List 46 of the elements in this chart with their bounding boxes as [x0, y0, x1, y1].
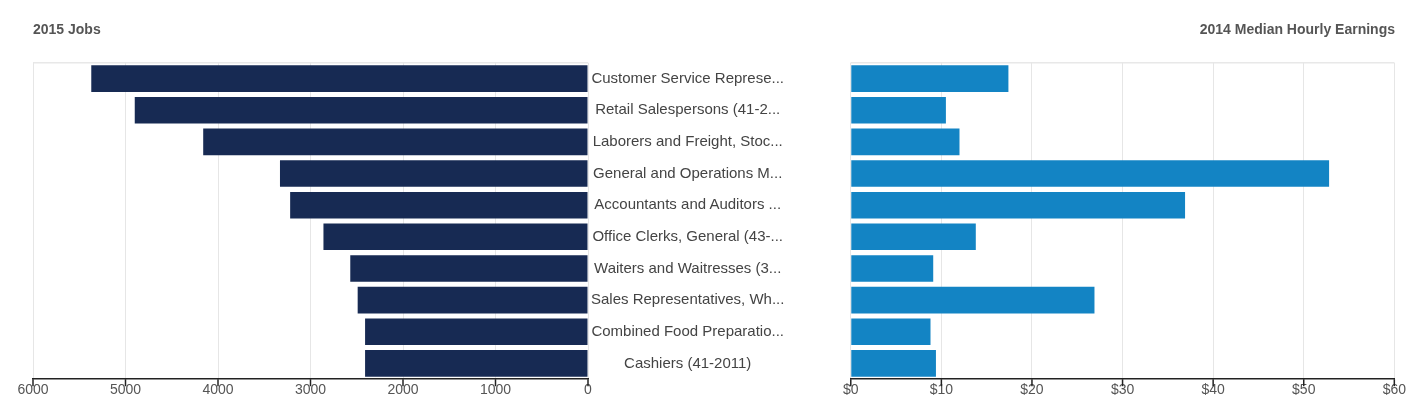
x-tick-label: 2000: [387, 381, 419, 398]
x-tick-label: $50: [1292, 381, 1316, 398]
bar: [851, 350, 936, 377]
x-tick-label: 5000: [109, 381, 142, 398]
bar: [323, 223, 588, 251]
bar: [851, 128, 960, 156]
y-tick-label: Laborers and Freight, Stoc...: [592, 132, 783, 150]
bar: [365, 318, 588, 346]
y-tick-label: Office Clerks, General (43-...: [592, 226, 784, 244]
bar: [279, 160, 588, 187]
bar: [357, 286, 588, 314]
y-tick-label: Retail Salespersons (41-2...: [595, 100, 781, 118]
x-tick-label: $30: [1110, 381, 1135, 398]
bar: [851, 65, 1009, 92]
x-tick-label: 6000: [17, 381, 49, 398]
x-tick-label: $20: [1020, 381, 1044, 398]
y-tick-label: Accountants and Auditors ...: [594, 195, 782, 213]
bar: [851, 223, 976, 251]
bar: [350, 255, 588, 282]
y-tick-label: Customer Service Represe...: [591, 68, 784, 86]
bar: [851, 191, 1186, 219]
x-tick-label: $40: [1201, 381, 1226, 398]
bar: [851, 318, 931, 346]
bar: [203, 128, 588, 156]
x-tick-label: 0: [584, 381, 593, 398]
x-tick-label: $0: [843, 381, 859, 398]
bar: [851, 255, 934, 282]
chart-title: 2015 Jobs: [33, 21, 101, 38]
y-tick-label: Sales Representatives, Wh...: [591, 290, 785, 308]
bar: [91, 65, 588, 92]
x-tick-label: 4000: [202, 381, 234, 398]
x-tick-label: 1000: [479, 381, 512, 398]
bar: [365, 350, 588, 377]
chart-title: 2014 Median Hourly Earnings: [1199, 21, 1396, 38]
bar: [290, 191, 588, 219]
y-tick-label: General and Operations M...: [593, 163, 783, 181]
bar: [851, 160, 1330, 187]
x-tick-label: $10: [929, 381, 954, 398]
y-tick-label: Combined Food Preparatio...: [591, 321, 785, 339]
bar: [851, 286, 1095, 314]
y-tick-label: Waiters and Waitresses (3...: [594, 258, 782, 276]
bar: [134, 96, 588, 124]
x-tick-label: $60: [1382, 381, 1407, 398]
bar: [851, 96, 946, 124]
y-tick-label: Cashiers (41-2011): [624, 353, 752, 371]
x-tick-label: 3000: [294, 381, 327, 398]
